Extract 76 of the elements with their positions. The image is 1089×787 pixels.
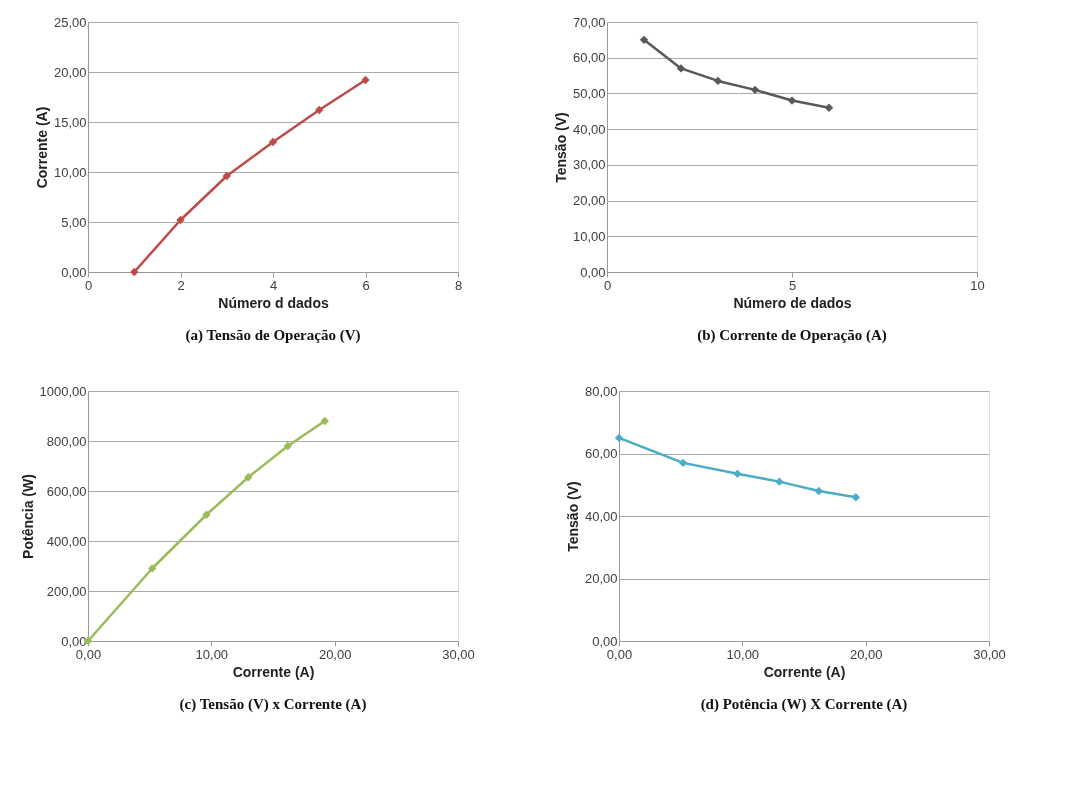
- y-tick-label: 60,00: [572, 50, 606, 66]
- point: [147, 564, 157, 573]
- y-tick-label: 25,00: [53, 14, 87, 30]
- point: [713, 76, 723, 86]
- text: (b) Corrente de Operação (A): [697, 327, 887, 344]
- x-axis-title: Número d dados: [218, 294, 329, 311]
- x-tick-label: 0: [603, 277, 612, 293]
- point: [315, 105, 324, 115]
- x-tick-label: 5: [788, 277, 797, 293]
- point: [268, 137, 278, 147]
- x-tick-label: 8: [454, 277, 463, 293]
- x-tick-label: 30,00: [973, 646, 1006, 662]
- y-tick-label: 10,00: [572, 228, 606, 244]
- y-axis-title: Corrente (A): [33, 106, 50, 189]
- y-tick-label: 30,00: [572, 157, 606, 173]
- point: [775, 477, 784, 486]
- x-tick-label: 20,00: [318, 646, 352, 662]
- point: [176, 215, 185, 225]
- y-tick-label: 0,00: [61, 264, 87, 280]
- x-tick-label: 0: [84, 277, 93, 293]
- point: [676, 64, 686, 73]
- x-tick-label: 0,00: [606, 646, 633, 662]
- x-axis-title: Corrente (A): [763, 663, 846, 680]
- text: (a) Tensão de Operação (V): [185, 327, 361, 344]
- y-tick-label: 600,00: [46, 483, 87, 499]
- y-tick-label: 70,00: [572, 14, 606, 30]
- y-tick-label: 0,00: [61, 633, 87, 649]
- y-tick-label: 1000,00: [39, 383, 87, 399]
- y-tick-label: 15,00: [53, 114, 87, 130]
- point: [678, 458, 688, 468]
- y-tick-label: 10,00: [53, 164, 87, 180]
- x-tick-label: 10: [970, 277, 985, 293]
- point: [614, 433, 624, 443]
- x-tick-label: 6: [362, 277, 370, 293]
- x-axis-title: Número de dados: [733, 294, 852, 311]
- y-tick-label: 200,00: [46, 583, 87, 599]
- point: [283, 441, 292, 451]
- x-tick-label: 10,00: [195, 646, 229, 662]
- y-tick-label: 50,00: [572, 85, 606, 101]
- y-tick-label: 40,00: [584, 508, 618, 524]
- x-tick-label: 30,00: [442, 646, 475, 662]
- point: [320, 416, 329, 426]
- y-tick-label: 40,00: [572, 121, 606, 137]
- y-tick-label: 400,00: [46, 533, 87, 549]
- y-tick-label: 800,00: [46, 433, 87, 449]
- y-tick-label: 60,00: [584, 446, 618, 461]
- x-tick-label: 10,00: [726, 646, 760, 662]
- y-tick-label: 0,00: [592, 633, 618, 649]
- y-axis-title: Potência (W): [19, 474, 36, 559]
- y-tick-label: 20,00: [584, 571, 618, 586]
- x-tick-label: 4: [269, 277, 278, 293]
- y-axis-title: Tensão (V): [564, 481, 581, 552]
- point: [130, 267, 139, 277]
- point: [639, 35, 649, 45]
- point: [202, 510, 211, 519]
- point: [814, 486, 823, 496]
- point: [787, 96, 797, 105]
- point: [222, 171, 231, 181]
- point: [733, 469, 742, 478]
- point: [851, 493, 860, 502]
- point: [361, 75, 370, 85]
- y-tick-label: 0,00: [580, 264, 606, 280]
- point: [244, 473, 253, 482]
- point: [824, 103, 834, 112]
- y-axis-title: Tensão (V): [552, 112, 569, 183]
- text: (d) Potência (W) X Corrente (A): [700, 696, 908, 713]
- x-axis-title: Corrente (A): [232, 663, 315, 680]
- y-tick-label: 80,00: [584, 383, 618, 399]
- y-tick-label: 20,00: [572, 193, 606, 209]
- point: [750, 85, 760, 95]
- x-tick-label: 20,00: [849, 646, 883, 662]
- y-tick-label: 20,00: [53, 64, 87, 80]
- x-tick-label: 2: [177, 277, 185, 293]
- x-tick-label: 0,00: [75, 646, 102, 662]
- text: (c) Tensão (V) x Corrente (A): [179, 696, 367, 713]
- y-tick-label: 5,00: [61, 214, 87, 230]
